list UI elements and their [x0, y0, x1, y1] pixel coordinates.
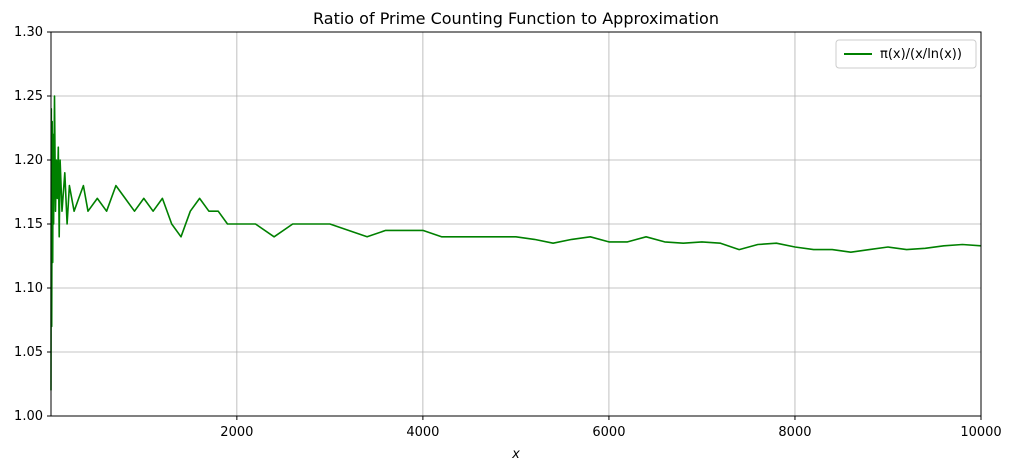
legend-label: π(x)/(x/ln(x)) [880, 47, 962, 62]
y-tick-label: 1.30 [14, 25, 43, 40]
x-axis-label: x [511, 447, 520, 462]
chart-title: Ratio of Prime Counting Function to Appr… [313, 9, 719, 28]
legend: π(x)/(x/ln(x)) [835, 39, 977, 69]
y-tick-label: 1.20 [14, 153, 43, 168]
x-tick-label: 8000 [778, 425, 811, 440]
series-layer [50, 95, 982, 391]
x-tick-label: 10000 [960, 425, 1001, 440]
y-axis-ticks: 1.00 1.05 1.10 1.15 1.20 1.25 1.30 [14, 25, 51, 424]
y-tick-label: 1.25 [14, 89, 43, 104]
legend-box [835, 39, 977, 69]
y-tick-label: 1.10 [14, 281, 43, 296]
x-axis-ticks: 2000 4000 6000 8000 10000 [220, 416, 1002, 440]
series-line [50, 95, 982, 391]
grid-lines [51, 31, 982, 417]
x-tick-label: 6000 [592, 425, 625, 440]
x-tick-label: 2000 [220, 425, 253, 440]
y-tick-label: 1.05 [14, 345, 43, 360]
y-tick-label: 1.00 [14, 409, 43, 424]
y-tick-label: 1.15 [14, 217, 43, 232]
x-tick-label: 4000 [406, 425, 439, 440]
